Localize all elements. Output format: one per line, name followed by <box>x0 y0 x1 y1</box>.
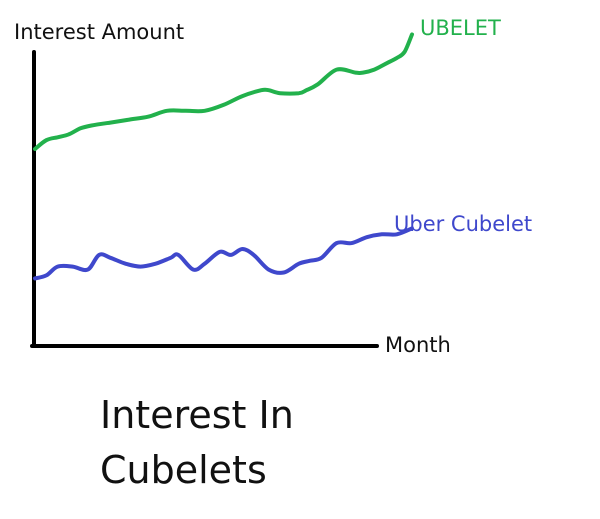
series-line-1 <box>33 226 414 281</box>
chart-title: Interest In Cubelets <box>100 393 294 493</box>
y-axis-label: Interest Amount <box>14 20 185 44</box>
series-layer <box>33 32 414 281</box>
series-label-ubelet: UBELET <box>420 16 501 40</box>
x-axis-label: Month <box>385 333 451 357</box>
series-label-uber-cubelet: Uber Cubelet <box>394 212 533 236</box>
series-line-0 <box>33 32 414 151</box>
